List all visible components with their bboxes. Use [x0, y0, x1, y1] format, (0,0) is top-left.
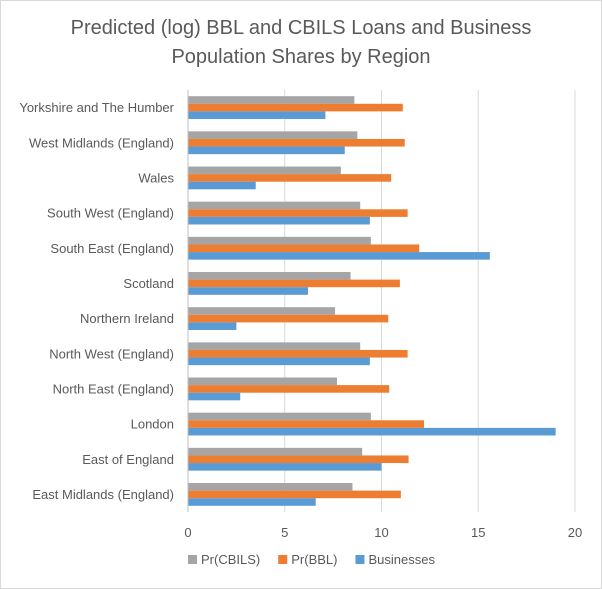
- legend-label: Pr(CBILS): [201, 552, 260, 567]
- category-label: Yorkshire and The Humber: [19, 100, 174, 115]
- chart-title-line-2: Population Shares by Region: [171, 46, 431, 68]
- bar-pr-bbl: [188, 314, 389, 323]
- category-label: North East (England): [53, 381, 174, 396]
- legend-swatch: [355, 555, 365, 564]
- bar-businesses: [188, 181, 256, 190]
- x-tick-label: 10: [374, 525, 388, 540]
- bar-businesses: [188, 357, 370, 366]
- bar-pr-cbils: [188, 96, 355, 104]
- category-label: Scotland: [123, 276, 174, 291]
- bar-pr-bbl: [188, 490, 401, 499]
- bar-businesses: [188, 463, 382, 471]
- bar-pr-bbl: [188, 385, 390, 393]
- bar-pr-bbl: [188, 209, 408, 217]
- bar-businesses: [188, 252, 490, 260]
- bar-pr-cbils: [188, 307, 336, 315]
- bar-businesses: [188, 322, 237, 330]
- x-tick-label: 20: [568, 525, 582, 540]
- bar-pr-bbl: [188, 244, 420, 253]
- bar-businesses: [188, 287, 308, 295]
- bar-pr-cbils: [188, 131, 358, 139]
- bar-pr-bbl: [188, 420, 425, 428]
- category-label: South East (England): [50, 241, 174, 256]
- x-tick-label: 5: [281, 525, 288, 540]
- legend-label: Businesses: [368, 552, 435, 567]
- legend-label: Pr(BBL): [291, 552, 337, 567]
- legend-swatch: [188, 555, 197, 564]
- bar-pr-cbils: [188, 272, 351, 280]
- category-label: South West (England): [47, 206, 174, 221]
- category-label: East Midlands (England): [32, 487, 174, 502]
- category-label: East of England: [82, 452, 174, 467]
- x-tick-label: 15: [471, 525, 485, 540]
- category-label: North West (England): [49, 346, 174, 361]
- bar-pr-bbl: [188, 279, 400, 288]
- bar-pr-cbils: [188, 412, 371, 421]
- chart-title: Predicted (log) BBL and CBILS Loans and …: [0, 14, 602, 72]
- bar-businesses: [188, 392, 241, 401]
- category-label: London: [131, 417, 174, 432]
- bar-pr-cbils: [188, 342, 361, 350]
- bar-pr-bbl: [188, 103, 403, 112]
- chart-title-line-1: Predicted (log) BBL and CBILS Loans and …: [70, 17, 532, 39]
- bar-pr-cbils: [188, 166, 341, 175]
- bar-businesses: [188, 146, 345, 155]
- x-tick-label: 0: [184, 525, 191, 540]
- bar-pr-bbl: [188, 349, 408, 358]
- bar-pr-bbl: [188, 174, 392, 182]
- bar-pr-cbils: [188, 236, 371, 245]
- category-label: Wales: [138, 170, 174, 185]
- bar-businesses: [188, 216, 370, 225]
- bar-businesses: [188, 427, 556, 436]
- bar-pr-bbl: [188, 138, 405, 147]
- bar-businesses: [188, 111, 326, 119]
- bar-pr-cbils: [188, 483, 353, 491]
- bar-businesses: [188, 498, 316, 506]
- category-label: Northern Ireland: [80, 311, 174, 326]
- bar-pr-cbils: [188, 377, 337, 386]
- category-label: West Midlands (England): [29, 135, 174, 150]
- bar-pr-bbl: [188, 455, 409, 464]
- bar-pr-cbils: [188, 447, 363, 456]
- bar-pr-cbils: [188, 201, 361, 210]
- legend-swatch: [278, 555, 288, 564]
